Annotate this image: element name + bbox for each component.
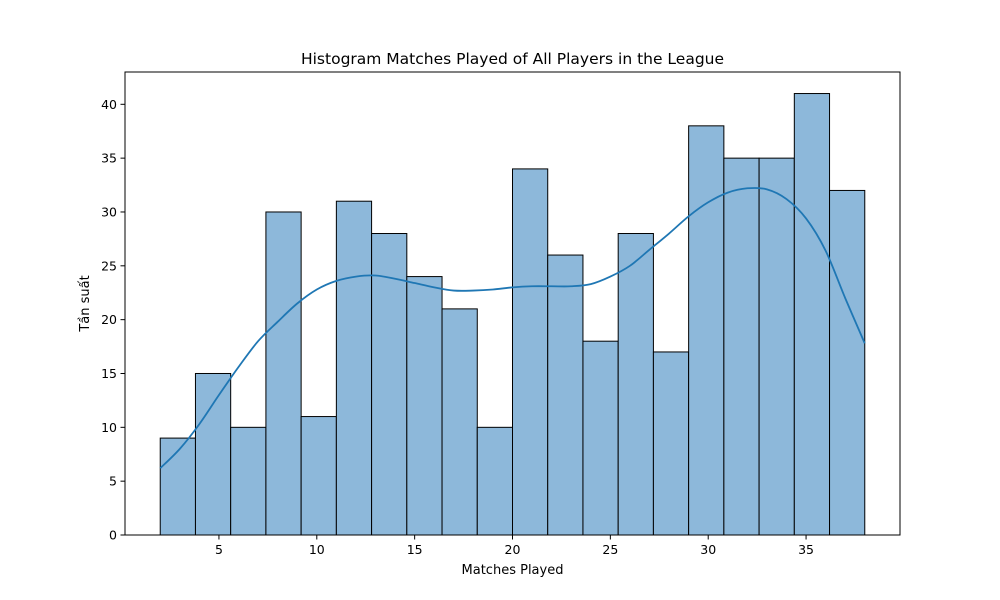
plot-area: [124, 71, 901, 536]
histogram-bar: [194, 372, 232, 536]
histogram-bar: [441, 308, 478, 536]
y-axis: 0 5 10 15 20 25 30 35 40: [101, 97, 125, 543]
y-tick-label: 40: [101, 97, 117, 112]
histogram-bar: [723, 157, 760, 536]
x-tick-label: 30: [700, 542, 716, 557]
x-tick-label: 15: [407, 542, 423, 557]
histogram-bar: [582, 340, 619, 536]
histogram-bar: [406, 276, 443, 536]
histogram-bar: [371, 233, 408, 536]
histogram-bar: [547, 254, 584, 536]
histogram-bar: [300, 416, 337, 536]
bars-group: [159, 93, 866, 536]
y-tick-label: 30: [101, 204, 117, 219]
histogram-bar: [617, 233, 654, 536]
x-axis: 5 10 15 20 25 30 35: [215, 535, 814, 557]
y-tick-label: 5: [109, 474, 117, 489]
x-tick-label: 20: [505, 542, 521, 557]
x-axis-label: Matches Played: [462, 563, 564, 578]
histogram-bar: [230, 426, 267, 536]
x-tick-label: 35: [798, 542, 814, 557]
kde-line: [159, 187, 866, 469]
histogram-bar: [335, 200, 373, 536]
histogram-bar: [476, 426, 514, 536]
y-tick-label: 15: [101, 366, 117, 381]
chart-title: Histogram Matches Played of All Players …: [301, 50, 724, 68]
y-tick-label: 0: [109, 528, 117, 543]
histogram-bar: [512, 168, 549, 536]
x-tick-label: 5: [215, 542, 223, 557]
histogram-bar: [793, 93, 831, 536]
y-tick-label: 10: [101, 420, 117, 435]
histogram-bar: [265, 211, 302, 536]
y-axis-label: Tần suất: [78, 275, 93, 332]
histogram-bar: [758, 157, 795, 536]
x-tick-label: 10: [309, 542, 325, 557]
x-tick-label: 25: [602, 542, 618, 557]
histogram-bar: [688, 125, 725, 536]
histogram-bar: [159, 437, 196, 536]
y-tick-label: 35: [101, 151, 117, 166]
y-tick-label: 20: [101, 312, 117, 327]
y-tick-label: 25: [101, 258, 117, 273]
histogram-bar: [652, 351, 690, 536]
histogram-bar: [829, 189, 866, 536]
